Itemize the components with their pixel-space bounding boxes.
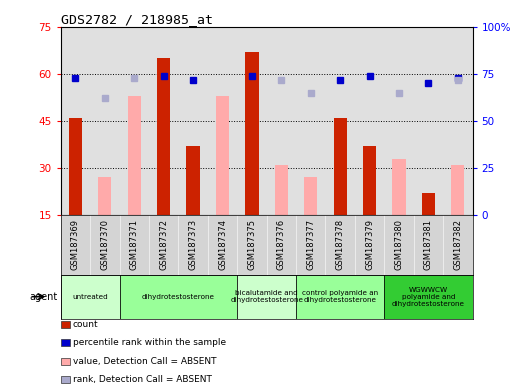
Bar [363, 146, 376, 215]
Bar [392, 159, 406, 215]
Bar [384, 275, 473, 319]
Bar [296, 275, 384, 319]
Text: GSM187369: GSM187369 [71, 219, 80, 270]
Bar [304, 177, 317, 215]
Text: value, Detection Call = ABSENT: value, Detection Call = ABSENT [73, 357, 216, 366]
Bar [69, 118, 82, 215]
Bar [98, 177, 111, 215]
Text: bicalutamide and
dihydrotestosterone: bicalutamide and dihydrotestosterone [230, 290, 303, 303]
Bar [275, 165, 288, 215]
Text: GSM187371: GSM187371 [130, 219, 139, 270]
Text: GSM187376: GSM187376 [277, 219, 286, 270]
Text: control polyamide an
dihydrotestosterone: control polyamide an dihydrotestosterone [302, 290, 378, 303]
Text: agent: agent [30, 291, 58, 302]
Bar [216, 96, 229, 215]
Bar [186, 146, 200, 215]
Bar [128, 96, 141, 215]
Text: GSM187373: GSM187373 [188, 219, 197, 270]
Text: GSM187375: GSM187375 [248, 219, 257, 270]
Text: rank, Detection Call = ABSENT: rank, Detection Call = ABSENT [73, 375, 212, 384]
Text: percentile rank within the sample: percentile rank within the sample [73, 338, 226, 348]
Bar [334, 118, 347, 215]
Text: untreated: untreated [72, 294, 108, 300]
Bar [451, 165, 465, 215]
Text: GSM187374: GSM187374 [218, 219, 227, 270]
Bar [422, 193, 435, 215]
Text: GSM187372: GSM187372 [159, 219, 168, 270]
Text: dihydrotestosterone: dihydrotestosterone [142, 294, 215, 300]
Bar [61, 275, 119, 319]
Text: GSM187381: GSM187381 [424, 219, 433, 270]
Text: GSM187377: GSM187377 [306, 219, 315, 270]
Text: GSM187380: GSM187380 [394, 219, 403, 270]
Bar [237, 275, 296, 319]
Text: GSM187379: GSM187379 [365, 219, 374, 270]
Bar [157, 58, 171, 215]
Text: WGWWCW
polyamide and
dihydrotestosterone: WGWWCW polyamide and dihydrotestosterone [392, 286, 465, 307]
Text: GSM187370: GSM187370 [100, 219, 109, 270]
Bar [246, 52, 259, 215]
Bar [119, 275, 237, 319]
Text: GSM187378: GSM187378 [336, 219, 345, 270]
Text: count: count [73, 320, 99, 329]
Text: GDS2782 / 218985_at: GDS2782 / 218985_at [61, 13, 213, 26]
Text: GSM187382: GSM187382 [454, 219, 463, 270]
